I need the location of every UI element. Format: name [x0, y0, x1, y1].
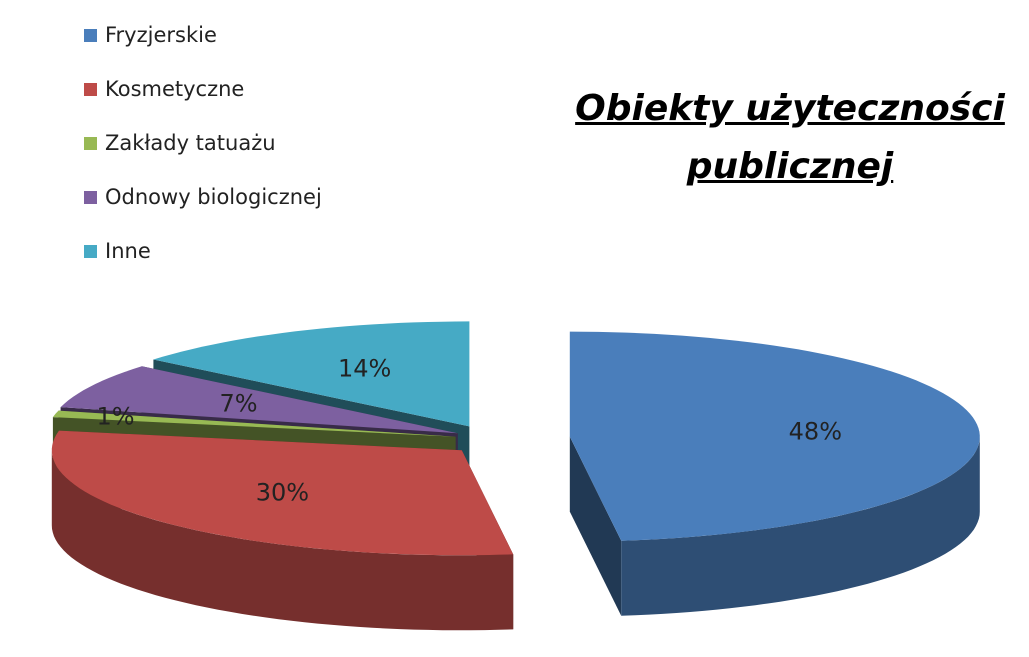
- legend-swatch: [84, 28, 97, 42]
- legend-label: Inne: [105, 239, 151, 263]
- slice: [51, 430, 514, 631]
- legend-swatch: [84, 190, 97, 204]
- legend-label: Kosmetyczne: [105, 77, 245, 101]
- legend-item: Odnowy biologicznej: [84, 170, 322, 224]
- legend-item: Inne: [84, 224, 322, 278]
- slice: [153, 321, 470, 427]
- legend-swatch: [84, 136, 97, 150]
- legend-label: Zakłady tatuażu: [105, 131, 276, 155]
- data-label: 1%: [96, 402, 134, 430]
- data-label: 30%: [256, 478, 309, 506]
- chart-title: Obiekty użyteczności publicznej: [575, 88, 1005, 187]
- slice: [60, 366, 458, 434]
- slice: [569, 331, 980, 616]
- slice: [569, 331, 980, 541]
- data-label: 14%: [338, 354, 391, 382]
- legend-item: Kosmetyczne: [84, 62, 322, 116]
- slice: [51, 430, 514, 556]
- legend-item: Zakłady tatuażu: [84, 116, 322, 170]
- slice-side: [621, 436, 980, 616]
- legend-swatch: [84, 82, 97, 96]
- legend-label: Fryzjerskie: [105, 23, 217, 47]
- data-label: 7%: [219, 390, 257, 418]
- slice: [52, 410, 456, 437]
- data-label: 48%: [789, 418, 842, 446]
- legend-label: Odnowy biologicznej: [105, 185, 322, 209]
- legend: Fryzjerskie Kosmetyczne Zakłady tatuażu Odn…: [84, 8, 322, 278]
- legend-swatch: [84, 244, 97, 258]
- slice-side: [51, 450, 514, 631]
- legend-item: Fryzjerskie: [84, 8, 322, 62]
- slice-edge: [569, 436, 622, 616]
